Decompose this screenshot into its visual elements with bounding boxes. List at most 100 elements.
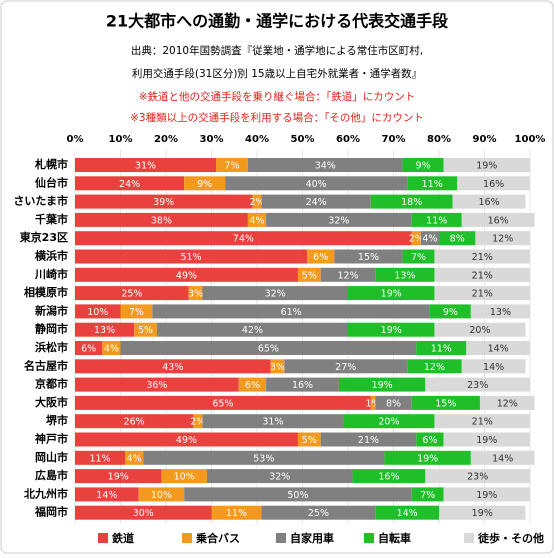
data-label: 9% <box>443 307 458 318</box>
bar-segment <box>216 158 248 172</box>
data-label: 26% <box>124 417 145 428</box>
bar-segment <box>425 377 530 392</box>
bar-segment <box>75 176 185 191</box>
bar-segment <box>461 359 526 374</box>
bar-segment <box>348 322 435 337</box>
bar-segment <box>297 432 321 447</box>
data-label: 25% <box>308 508 329 519</box>
data-label: 21% <box>472 417 493 428</box>
data-label: 4% <box>104 344 119 355</box>
y-tick-label: 川崎市 <box>34 267 68 281</box>
bar-segment <box>284 359 408 374</box>
data-label: 19% <box>476 435 497 446</box>
bar-segment <box>184 487 412 502</box>
bar-segment <box>411 487 444 502</box>
data-label: 15% <box>435 398 456 409</box>
bar-segment <box>193 414 203 429</box>
bar-segment <box>307 249 335 264</box>
bar-segment <box>402 158 444 172</box>
legend-label: 自転車 <box>378 531 411 545</box>
data-label: 2% <box>249 197 264 208</box>
y-tick-label: 相模原市 <box>24 285 68 299</box>
data-label: 19% <box>476 490 497 501</box>
bar-segment <box>102 341 121 355</box>
bar-segment <box>452 194 526 209</box>
data-label: 32% <box>328 215 349 226</box>
bar-segment <box>429 304 471 319</box>
data-label: 4% <box>249 215 264 226</box>
data-label: 50% <box>287 490 308 501</box>
y-tick-label: 静岡市 <box>35 322 68 336</box>
y-tick-label: さいたま市 <box>13 194 68 208</box>
bar-segment <box>75 414 194 429</box>
data-label: 21% <box>472 270 493 281</box>
data-label: 74% <box>233 234 254 245</box>
y-tick-label: 東京23区 <box>20 230 68 244</box>
data-label: 9% <box>416 161 431 172</box>
x-tick-label: 10% <box>109 134 133 145</box>
bar-segment <box>202 414 344 429</box>
legend-swatch <box>464 533 474 543</box>
bar-segment <box>120 341 417 355</box>
bar-segment <box>443 158 530 172</box>
bar-segment <box>247 158 403 172</box>
y-tick-label: 広島市 <box>35 468 68 482</box>
data-label: 2% <box>409 234 424 245</box>
bar-segment <box>434 267 530 282</box>
bar-segment <box>375 267 435 282</box>
data-label: 31% <box>262 417 283 428</box>
bar-segment <box>402 249 435 264</box>
y-tick-label: 京都市 <box>35 377 68 391</box>
x-tick-label: 60% <box>336 134 360 145</box>
y-tick-label: 新潟市 <box>35 303 68 317</box>
data-label: 10% <box>174 472 195 483</box>
bar-segment <box>75 505 212 520</box>
data-label: 19% <box>381 325 402 336</box>
bar-segment <box>252 194 262 209</box>
legend-label: 乗合バス <box>196 531 240 545</box>
bar-segment <box>420 231 439 246</box>
legend-label: 徒歩・その他 <box>477 531 544 545</box>
data-label: 10% <box>151 490 172 501</box>
data-label: 23% <box>467 380 488 391</box>
data-label: 12% <box>492 234 513 245</box>
data-label: 34% <box>315 161 336 172</box>
subtitle: 利用交通手段(31区分)別 15歳以上自宅外就業者・通学者数』 <box>132 67 422 80</box>
bar-segment <box>75 158 217 172</box>
bar-segment <box>270 359 285 374</box>
y-tick-label: 仙台市 <box>35 175 68 189</box>
bar-segment <box>425 469 530 484</box>
data-label: 2% <box>190 417 205 428</box>
y-tick-label: 名古屋市 <box>24 358 68 372</box>
bar-segment <box>138 487 185 502</box>
data-label: 49% <box>176 435 197 446</box>
data-label: 21% <box>358 435 379 446</box>
data-label: 9% <box>197 179 212 190</box>
bar-segment <box>266 377 339 392</box>
data-label: 11% <box>422 179 443 190</box>
bar-segment <box>348 286 435 301</box>
bar-segment <box>334 249 403 264</box>
data-label: 5% <box>138 325 153 336</box>
data-label: 43% <box>162 362 183 373</box>
y-tick-label: 堺市 <box>46 413 68 427</box>
bar-segment <box>75 469 162 484</box>
data-label: 31% <box>135 161 156 172</box>
data-label: 12% <box>337 270 358 281</box>
bar-segment <box>120 304 153 319</box>
data-label: 12% <box>497 398 518 409</box>
data-label: 51% <box>180 252 201 263</box>
bar-segment <box>407 359 462 374</box>
y-tick-label: 浜松市 <box>35 340 68 354</box>
data-label: 6% <box>313 252 328 263</box>
data-label: 13% <box>490 307 511 318</box>
data-label: 65% <box>212 398 233 409</box>
x-tick-label: 50% <box>291 134 315 145</box>
bar-segment <box>266 212 412 227</box>
bar-segment <box>370 194 453 209</box>
bar-segment <box>466 341 530 355</box>
data-label: 8% <box>450 234 465 245</box>
data-label: 7% <box>129 307 144 318</box>
bar-segment <box>411 231 421 246</box>
data-label: 14% <box>397 508 418 519</box>
